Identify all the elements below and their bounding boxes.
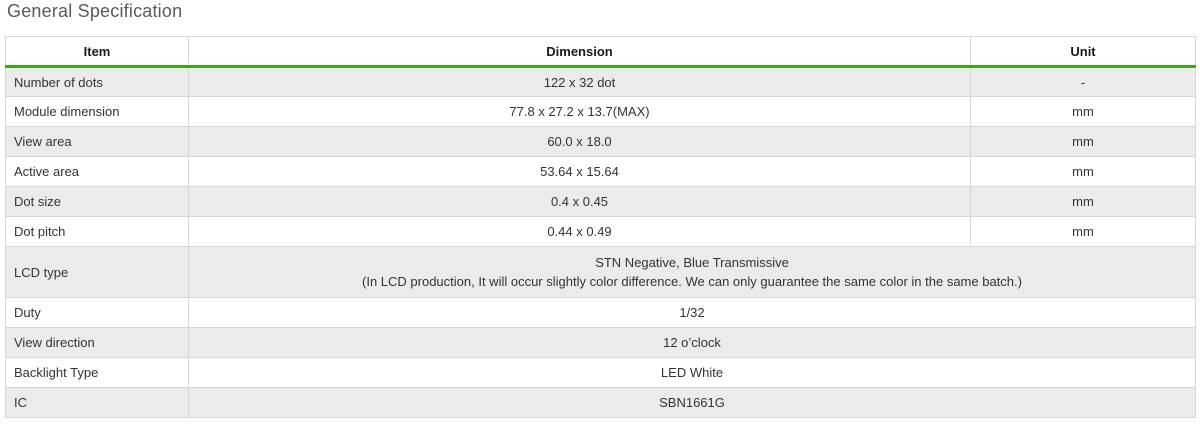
- dimension-cell: 0.4 x 0.45: [188, 186, 971, 217]
- unit-cell: mm: [970, 96, 1196, 127]
- header-row: Item Dimension Unit: [5, 36, 1196, 68]
- table-row-active-area: Active area 53.64 x 15.64 mm: [5, 156, 1196, 187]
- spec-table-header: Item Dimension Unit: [5, 36, 1196, 68]
- unit-cell: -: [970, 66, 1196, 97]
- table-row-view-direction: View direction 12 o’clock: [5, 327, 1196, 358]
- dimension-cell: 1/32: [188, 297, 1196, 328]
- item-cell: Duty: [5, 297, 189, 328]
- unit-cell: mm: [970, 156, 1196, 187]
- dimension-cell: STN Negative, Blue Transmissive (In LCD …: [188, 246, 1196, 298]
- unit-cell: mm: [970, 126, 1196, 157]
- table-row-ic: IC SBN1661G: [5, 387, 1196, 418]
- dimension-cell: 122 x 32 dot: [188, 66, 971, 97]
- dimension-cell: 12 o’clock: [188, 327, 1196, 358]
- item-cell: Dot pitch: [5, 216, 189, 247]
- item-cell: View direction: [5, 327, 189, 358]
- page-title: General Specification: [7, 1, 183, 21]
- table-row-view-area: View area 60.0 x 18.0 mm: [5, 126, 1196, 157]
- table-row-backlight-type: Backlight Type LED White: [5, 357, 1196, 388]
- unit-cell: mm: [970, 186, 1196, 217]
- dimension-cell: 0.44 x 0.49: [188, 216, 971, 247]
- table-row-module-dimension: Module dimension 77.8 x 27.2 x 13.7(MAX)…: [5, 96, 1196, 127]
- spec-table-body: Number of dots 122 x 32 dot - Module dim…: [5, 66, 1196, 418]
- table-row-dot-pitch: Dot pitch 0.44 x 0.49 mm: [5, 216, 1196, 247]
- lcd-type-line-2: (In LCD production, It will occur slight…: [362, 274, 1022, 289]
- item-cell: Dot size: [5, 186, 189, 217]
- table-row-number-of-dots: Number of dots 122 x 32 dot -: [5, 66, 1196, 97]
- header-unit: Unit: [970, 36, 1196, 68]
- item-cell: LCD type: [5, 246, 189, 298]
- item-cell: IC: [5, 387, 189, 418]
- item-cell: Backlight Type: [5, 357, 189, 388]
- lcd-type-line-1: STN Negative, Blue Transmissive: [595, 255, 789, 270]
- table-row-lcd-type: LCD type STN Negative, Blue Transmissive…: [5, 246, 1196, 298]
- item-cell: Module dimension: [5, 96, 189, 127]
- dimension-cell: LED White: [188, 357, 1196, 388]
- table-row-dot-size: Dot size 0.4 x 0.45 mm: [5, 186, 1196, 217]
- dimension-cell: 53.64 x 15.64: [188, 156, 971, 187]
- unit-cell: mm: [970, 216, 1196, 247]
- header-dimension: Dimension: [188, 36, 971, 68]
- dimension-cell: 60.0 x 18.0: [188, 126, 971, 157]
- header-item: Item: [5, 36, 189, 68]
- item-cell: Number of dots: [5, 66, 189, 97]
- table-row-duty: Duty 1/32: [5, 297, 1196, 328]
- spec-table: Item Dimension Unit Number of dots 122 x…: [5, 36, 1196, 418]
- dimension-cell: SBN1661G: [188, 387, 1196, 418]
- item-cell: View area: [5, 126, 189, 157]
- item-cell: Active area: [5, 156, 189, 187]
- dimension-cell: 77.8 x 27.2 x 13.7(MAX): [188, 96, 971, 127]
